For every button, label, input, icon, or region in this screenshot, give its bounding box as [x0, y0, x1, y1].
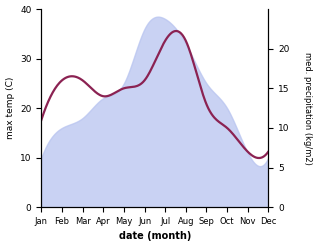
Y-axis label: max temp (C): max temp (C): [5, 77, 15, 139]
Y-axis label: med. precipitation (kg/m2): med. precipitation (kg/m2): [303, 52, 313, 165]
X-axis label: date (month): date (month): [119, 231, 191, 242]
